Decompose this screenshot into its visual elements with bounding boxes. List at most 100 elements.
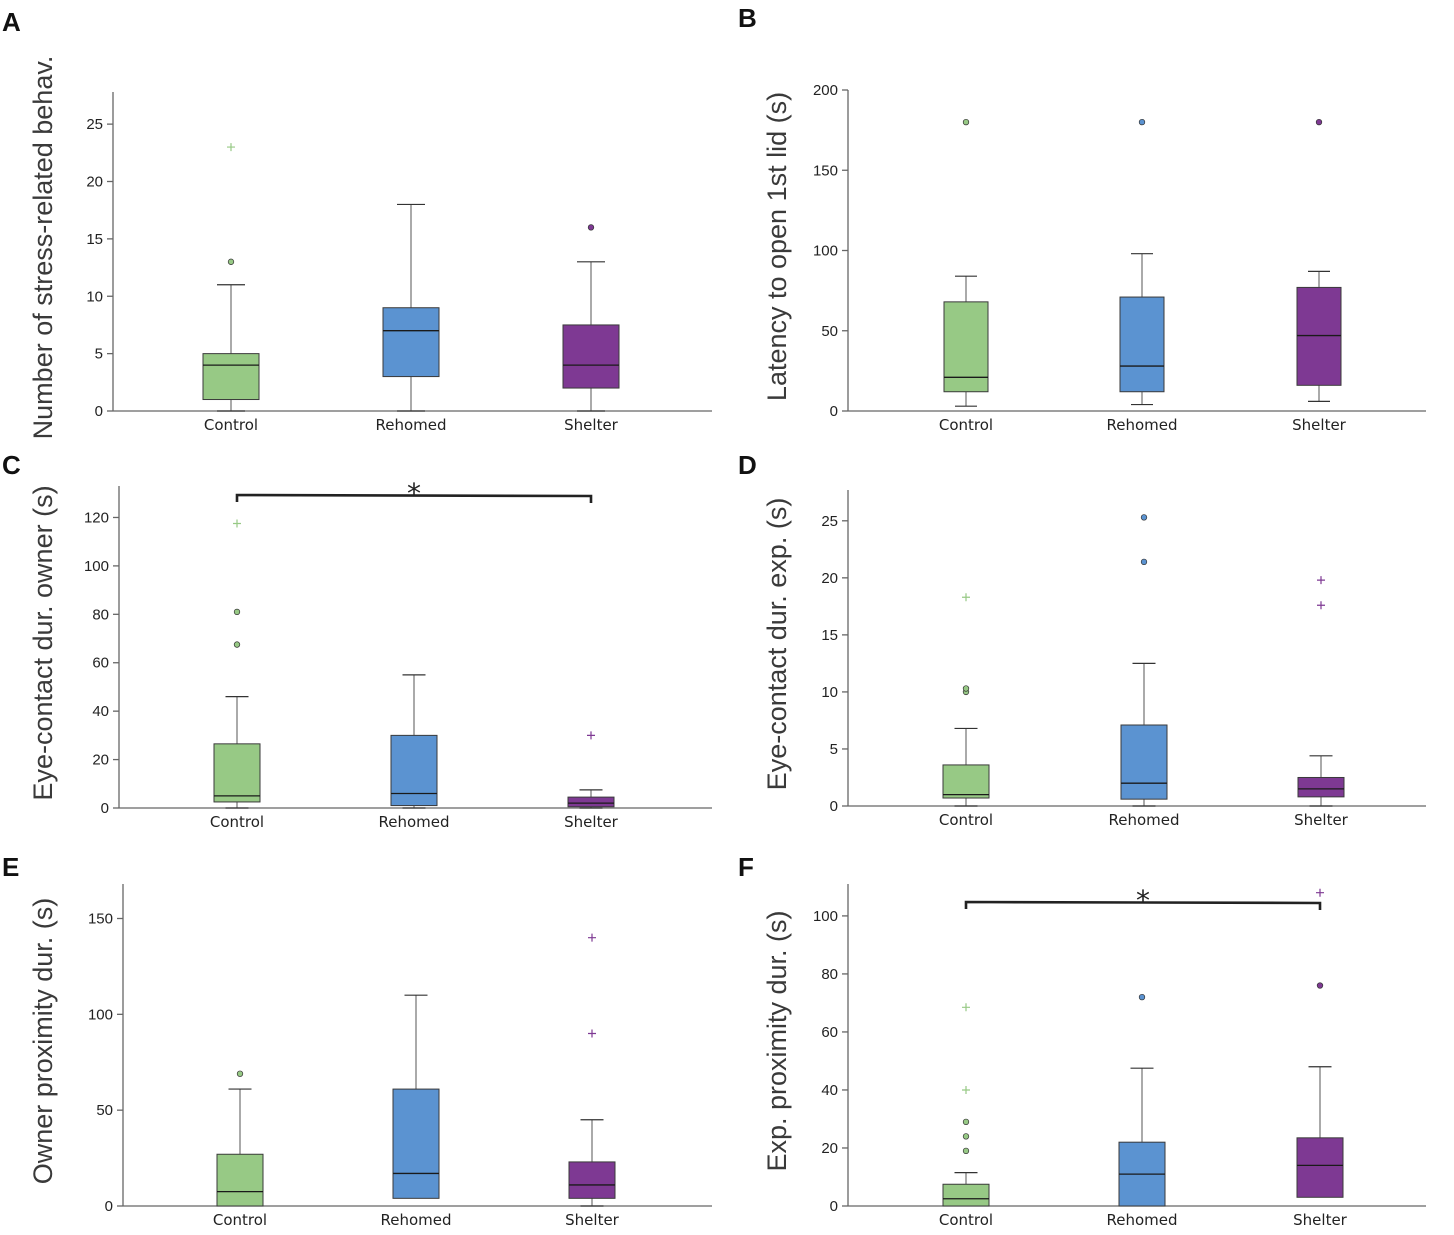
- iqr-box: [568, 1161, 616, 1199]
- extreme-point: [588, 1029, 596, 1038]
- x-category-label: Shelter: [1294, 811, 1349, 829]
- x-category-label: Control: [213, 1211, 267, 1229]
- x-category-label: Control: [939, 1211, 993, 1229]
- box-control: [202, 143, 260, 412]
- outlier-point: [1315, 118, 1323, 126]
- significance-label: *: [1136, 884, 1150, 917]
- y-tick-label: 20: [821, 570, 838, 587]
- y-tick-label: 50: [96, 1102, 113, 1119]
- panel-letter: E: [2, 852, 19, 882]
- outlier-point: [233, 608, 241, 616]
- extreme-point: [588, 933, 596, 942]
- panel-a: A 0 5 10 15 20 25 Number of stress-related beha…: [2, 7, 712, 439]
- box-rehomed: [1119, 118, 1165, 406]
- x-category-label: Shelter: [564, 813, 619, 831]
- y-tick-label: 80: [821, 966, 838, 983]
- y-tick-label: 200: [813, 82, 838, 99]
- x-category-label: Shelter: [565, 1211, 620, 1229]
- x-category-label: Shelter: [1293, 1211, 1348, 1229]
- iqr-box: [1297, 776, 1345, 798]
- y-tick-label: 80: [92, 606, 109, 623]
- outlier-point: [1138, 118, 1146, 126]
- x-category-label: Control: [210, 813, 264, 831]
- iqr-box: [562, 324, 620, 389]
- iqr-box: [390, 734, 438, 807]
- y-tick-label: 0: [830, 1198, 838, 1215]
- box-rehomed: [1118, 993, 1166, 1207]
- extreme-point: [233, 519, 241, 528]
- x-category-label: Control: [939, 811, 993, 829]
- extreme-point: [962, 1085, 970, 1094]
- iqr-box: [392, 1088, 440, 1199]
- box-control: [213, 519, 261, 809]
- iqr-box: [1120, 724, 1168, 800]
- box-shelter: [1297, 576, 1345, 807]
- outlier-point: [1138, 993, 1146, 1001]
- y-axis-title: Exp. proximity dur. (s): [762, 910, 792, 1171]
- y-tick-label: 100: [813, 243, 838, 260]
- iqr-box: [202, 353, 260, 401]
- y-tick-label: 60: [821, 1024, 838, 1041]
- outlier-point: [962, 1147, 970, 1155]
- outlier-point: [587, 224, 595, 231]
- box-control: [216, 1070, 264, 1207]
- iqr-box: [1119, 296, 1165, 393]
- y-tick-label: 25: [821, 513, 838, 530]
- box-rehomed: [382, 203, 440, 412]
- outlier-point: [236, 1070, 244, 1077]
- extreme-point: [1317, 601, 1325, 610]
- y-tick-label: 100: [84, 558, 109, 575]
- y-tick-label: 100: [88, 1006, 113, 1023]
- y-tick-label: 15: [86, 231, 103, 248]
- extreme-point: [1316, 888, 1324, 897]
- x-category-label: Shelter: [564, 416, 619, 434]
- x-category-label: Rehomed: [1106, 416, 1177, 434]
- outlier-point: [962, 1133, 970, 1140]
- y-tick-label: 60: [92, 655, 109, 672]
- x-category-label: Shelter: [1292, 416, 1347, 434]
- y-tick-label: 150: [813, 162, 838, 179]
- extreme-point: [962, 593, 970, 602]
- panel-d: D 0 5 10 15 20 25 Eye-contact dur. exp. (s) Cont…: [738, 450, 1426, 829]
- outlier-point: [1140, 558, 1148, 566]
- panel-letter: D: [738, 450, 757, 480]
- x-category-label: Control: [204, 416, 258, 434]
- box-rehomed: [1120, 514, 1168, 807]
- panel-e: E 0 50 100 150 Owner proximity dur. (s) Contro…: [2, 852, 712, 1229]
- box-shelter: [567, 731, 615, 809]
- outlier-point: [1316, 982, 1324, 989]
- extreme-point: [1317, 576, 1325, 585]
- y-axis-title: Latency to open 1st lid (s): [762, 92, 792, 401]
- y-tick-label: 5: [830, 741, 838, 758]
- y-axis-title: Eye-contact dur. exp. (s): [762, 498, 792, 791]
- x-category-label: Control: [939, 416, 993, 434]
- x-category-label: Rehomed: [375, 416, 446, 434]
- outlier-point: [1140, 514, 1148, 521]
- box-control: [942, 593, 990, 807]
- outlier-point: [962, 118, 970, 126]
- y-tick-label: 0: [95, 403, 103, 420]
- x-category-label: Rehomed: [380, 1211, 451, 1229]
- box-rehomed: [392, 994, 440, 1199]
- y-tick-label: 25: [86, 116, 103, 133]
- y-tick-label: 0: [830, 403, 838, 420]
- significance-label: *: [407, 477, 421, 510]
- x-category-label: Rehomed: [1108, 811, 1179, 829]
- significance-bracket: [235, 493, 593, 503]
- significance-bracket: [964, 900, 1322, 910]
- box-rehomed: [390, 674, 438, 809]
- extreme-point: [962, 1003, 970, 1012]
- y-tick-label: 100: [813, 908, 838, 925]
- box-shelter: [562, 224, 620, 412]
- iqr-box: [1296, 1137, 1344, 1198]
- y-tick-label: 20: [86, 174, 103, 191]
- outlier-point: [962, 1118, 970, 1126]
- y-tick-label: 20: [821, 1140, 838, 1157]
- box-shelter: [1296, 118, 1342, 402]
- iqr-box: [943, 301, 989, 393]
- iqr-box: [1296, 286, 1342, 386]
- panel-f: F 0 20 40 60 80 100 Exp. proximity dur. (s) Cont…: [738, 852, 1426, 1229]
- y-tick-label: 0: [830, 798, 838, 815]
- y-tick-label: 20: [92, 752, 109, 769]
- panel-c: C 0 20 40 60 80 100 120 Eye-contact dur. owner (…: [2, 450, 712, 831]
